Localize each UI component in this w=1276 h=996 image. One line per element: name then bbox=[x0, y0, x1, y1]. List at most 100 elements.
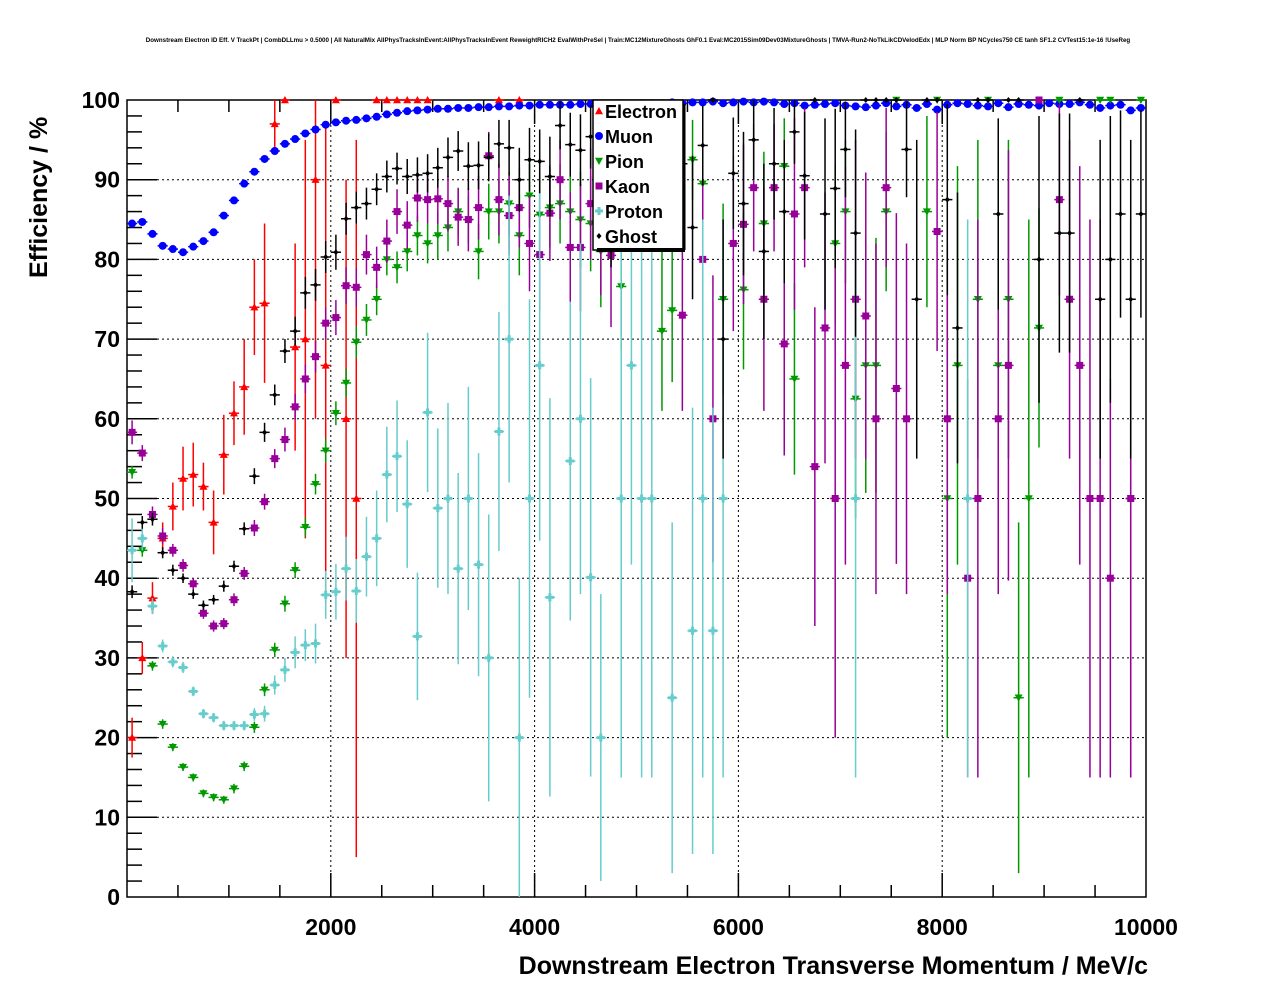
data-point-kaon bbox=[351, 268, 362, 307]
y-tick-label: 60 bbox=[94, 406, 120, 432]
data-point-ghost bbox=[208, 594, 219, 605]
marker-circle bbox=[393, 108, 402, 117]
marker-square bbox=[261, 498, 269, 506]
data-point-proton bbox=[188, 686, 199, 697]
marker-square bbox=[373, 263, 381, 271]
marker-triangle-down bbox=[1106, 96, 1115, 104]
marker-triangle-up bbox=[270, 119, 279, 128]
data-point-muon bbox=[544, 100, 555, 109]
marker-triangle-up bbox=[128, 733, 137, 741]
marker-diamond bbox=[1067, 230, 1073, 237]
marker-square bbox=[1096, 495, 1104, 502]
data-point-pion bbox=[188, 773, 199, 782]
marker-diamond bbox=[863, 97, 869, 103]
data-point-pion bbox=[391, 251, 403, 284]
marker-square bbox=[322, 319, 330, 327]
data-point-ghost bbox=[147, 512, 158, 526]
marker-diamond bbox=[1036, 256, 1042, 263]
data-point-proton bbox=[259, 705, 270, 722]
marker-diamond bbox=[394, 165, 400, 172]
marker-diamond bbox=[771, 160, 777, 167]
marker-square bbox=[495, 196, 503, 204]
marker-triangle-up bbox=[301, 335, 310, 343]
marker-cross bbox=[260, 709, 269, 718]
marker-diamond bbox=[802, 172, 808, 179]
data-point-ghost bbox=[249, 468, 260, 485]
marker-circle bbox=[882, 99, 891, 108]
marker-circle bbox=[270, 147, 279, 156]
marker-diamond bbox=[740, 200, 746, 207]
marker-diamond bbox=[384, 173, 390, 180]
marker-triangle-down bbox=[352, 339, 361, 347]
marker-triangle-up bbox=[219, 450, 228, 458]
marker-square bbox=[678, 311, 686, 319]
data-point-kaon bbox=[127, 420, 138, 445]
y-tick-label: 10 bbox=[94, 804, 120, 830]
data-point-muon bbox=[239, 179, 250, 188]
data-point-muon bbox=[1084, 100, 1096, 109]
marker-diamond bbox=[435, 164, 441, 171]
marker-diamond bbox=[496, 140, 502, 147]
marker-square bbox=[841, 361, 849, 369]
data-point-proton bbox=[565, 301, 576, 621]
marker-triangle-down bbox=[372, 296, 381, 304]
data-point-muon bbox=[432, 104, 443, 113]
marker-diamond bbox=[323, 254, 329, 261]
data-point-ghost bbox=[402, 158, 413, 195]
marker-triangle-up bbox=[138, 653, 147, 662]
marker-triangle-up bbox=[229, 409, 238, 417]
marker-circle bbox=[1106, 101, 1115, 110]
marker-triangle-down bbox=[128, 468, 137, 477]
x-tick-label: 2000 bbox=[305, 914, 356, 940]
marker-square bbox=[312, 353, 320, 361]
data-point-ghost bbox=[422, 154, 433, 193]
marker-square bbox=[281, 436, 289, 444]
data-point-muon bbox=[1095, 103, 1106, 112]
legend-label: Kaon bbox=[605, 177, 650, 197]
marker-square bbox=[403, 221, 411, 229]
data-point-ghost bbox=[371, 173, 382, 206]
data-point-ghost bbox=[493, 119, 505, 168]
marker-triangle-up bbox=[342, 414, 351, 422]
marker-diamond bbox=[557, 122, 563, 129]
marker-diamond bbox=[944, 196, 950, 203]
data-point-pion bbox=[157, 719, 168, 729]
marker-circle bbox=[912, 103, 921, 112]
marker-diamond bbox=[262, 429, 268, 436]
marker-square bbox=[220, 620, 228, 628]
data-point-pion bbox=[228, 783, 240, 794]
y-tick-label: 70 bbox=[94, 326, 120, 352]
data-point-kaon bbox=[972, 219, 983, 778]
x-axis-label: Downstream Electron Transverse Momentum … bbox=[519, 952, 1148, 980]
data-point-kaon bbox=[300, 364, 311, 394]
data-point-muon bbox=[972, 101, 983, 110]
y-tick-label: 40 bbox=[94, 565, 120, 591]
data-point-kaon bbox=[249, 520, 260, 536]
marker-square bbox=[291, 403, 299, 411]
marker-diamond bbox=[1097, 296, 1103, 303]
marker-cross bbox=[443, 494, 452, 503]
marker-triangle-down bbox=[1136, 96, 1145, 104]
data-point-proton bbox=[636, 219, 647, 778]
data-point-ghost bbox=[1033, 115, 1045, 403]
data-point-muon bbox=[993, 99, 1004, 108]
data-point-kaon bbox=[809, 307, 820, 627]
marker-circle bbox=[800, 101, 809, 110]
data-point-proton bbox=[483, 514, 494, 802]
marker-circle bbox=[759, 97, 768, 106]
marker-diamond bbox=[1128, 296, 1134, 303]
data-point-muon bbox=[127, 219, 138, 228]
data-point-muon bbox=[137, 217, 148, 226]
data-point-electron bbox=[249, 259, 260, 356]
marker-diamond bbox=[985, 97, 991, 103]
marker-circle bbox=[810, 100, 819, 109]
data-point-pion bbox=[361, 304, 372, 336]
data-point-electron bbox=[177, 446, 189, 511]
marker-triangle-down bbox=[342, 379, 351, 387]
data-point-kaon bbox=[932, 111, 943, 352]
data-point-kaon bbox=[870, 243, 882, 595]
legend-label: Proton bbox=[605, 202, 663, 222]
legend-label: Ghost bbox=[605, 227, 657, 247]
marker-triangle-up bbox=[179, 474, 188, 482]
x-tick-label: 10000 bbox=[1114, 914, 1178, 940]
